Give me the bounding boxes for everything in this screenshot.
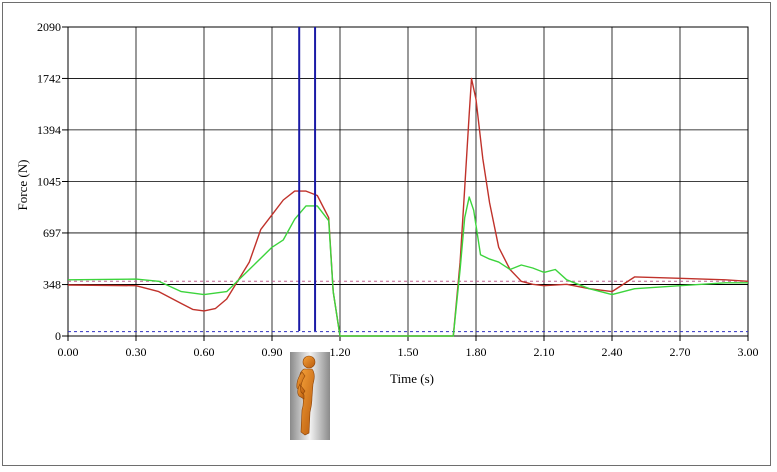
y-tick-label: 1045 bbox=[37, 175, 61, 189]
y-tick-label: 697 bbox=[43, 226, 61, 240]
x-tick-label: 0.00 bbox=[58, 345, 79, 359]
chart-border bbox=[2, 2, 771, 466]
x-tick-label: 2.10 bbox=[534, 345, 555, 359]
y-tick-label: 0 bbox=[55, 329, 61, 343]
x-tick-label: 2.40 bbox=[602, 345, 623, 359]
y-tick-label: 1394 bbox=[37, 123, 61, 137]
y-tick-label: 348 bbox=[43, 278, 61, 292]
x-tick-label: 1.80 bbox=[466, 345, 487, 359]
series-layer bbox=[67, 77, 749, 337]
y-tick-label: 1742 bbox=[37, 71, 61, 85]
x-tick-label: 1.50 bbox=[398, 345, 419, 359]
reference-lines-layer bbox=[68, 280, 748, 333]
x-tick-label: 0.90 bbox=[262, 345, 283, 359]
x-tick-label: 1.20 bbox=[330, 345, 351, 359]
x-tick-label: 2.70 bbox=[670, 345, 691, 359]
x-tick-label: 0.60 bbox=[194, 345, 215, 359]
x-axis-title: Time (s) bbox=[390, 371, 434, 386]
y-tick-label: 2090 bbox=[37, 20, 61, 34]
x-tick-label: 0.30 bbox=[126, 345, 147, 359]
marker-lines-layer bbox=[298, 27, 317, 331]
grid-layer bbox=[62, 26, 749, 341]
x-tick-label: 3.00 bbox=[738, 345, 759, 359]
y-axis-title: Force (N) bbox=[15, 160, 30, 211]
standing-person-figure bbox=[290, 352, 330, 440]
green-force-series-line bbox=[67, 196, 748, 337]
standing-person-silhouette-icon bbox=[296, 355, 316, 436]
tick-labels-layer: 0.00 0.30 0.60 0.90 1.20 1.50 1.80 2.10 2.40 2.70… bbox=[37, 20, 759, 359]
